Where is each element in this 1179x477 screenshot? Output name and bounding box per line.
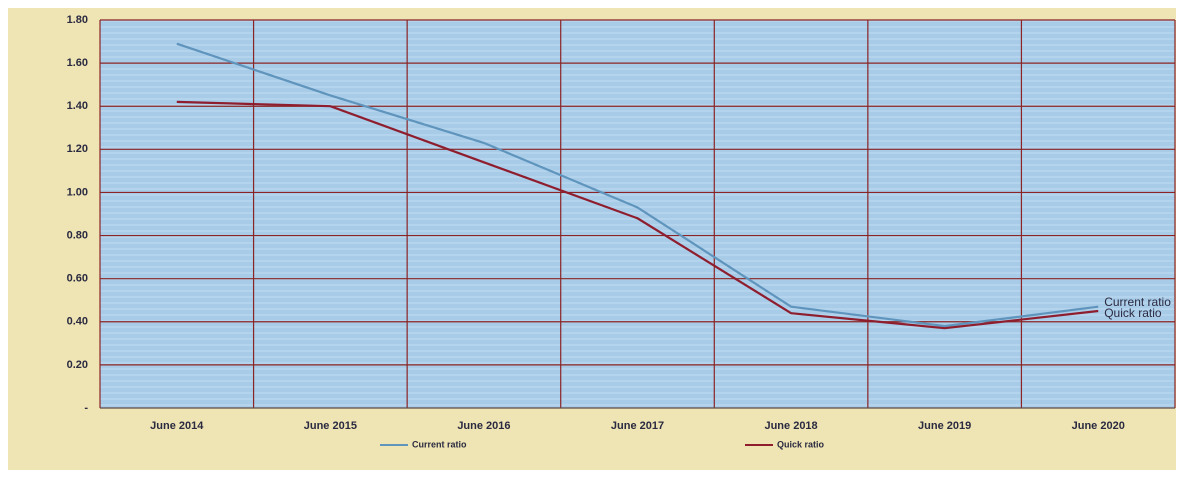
x-tick-label: June 2014 [150, 420, 204, 432]
plot-area [100, 20, 1175, 408]
line-series [176, 42, 1099, 328]
series-end-label: Quick ratio [1104, 306, 1162, 320]
y-tick-label: 1.60 [67, 57, 88, 69]
y-tick-label: 0.60 [67, 273, 88, 285]
x-tick-label: June 2017 [611, 420, 664, 432]
series-end-label: Current ratio [1104, 295, 1171, 309]
legend-label: Quick ratio [777, 439, 825, 449]
x-tick-label: June 2015 [304, 420, 357, 432]
line-series [176, 100, 1099, 330]
y-tick-label: 0.20 [67, 359, 88, 371]
x-tick-label: June 2019 [918, 420, 971, 432]
y-tick-label: - [84, 402, 88, 414]
x-tick-label: June 2016 [457, 420, 510, 432]
legend-label: Current ratio [412, 439, 467, 449]
y-tick-label: 1.00 [67, 186, 88, 198]
y-tick-label: 0.80 [67, 229, 88, 241]
y-tick-label: 1.40 [67, 100, 88, 112]
x-tick-label: June 2020 [1072, 420, 1125, 432]
y-tick-label: 1.20 [67, 143, 88, 155]
x-tick-label: June 2018 [764, 420, 817, 432]
y-tick-label: 1.80 [67, 14, 88, 26]
y-tick-label: 0.40 [67, 316, 88, 328]
